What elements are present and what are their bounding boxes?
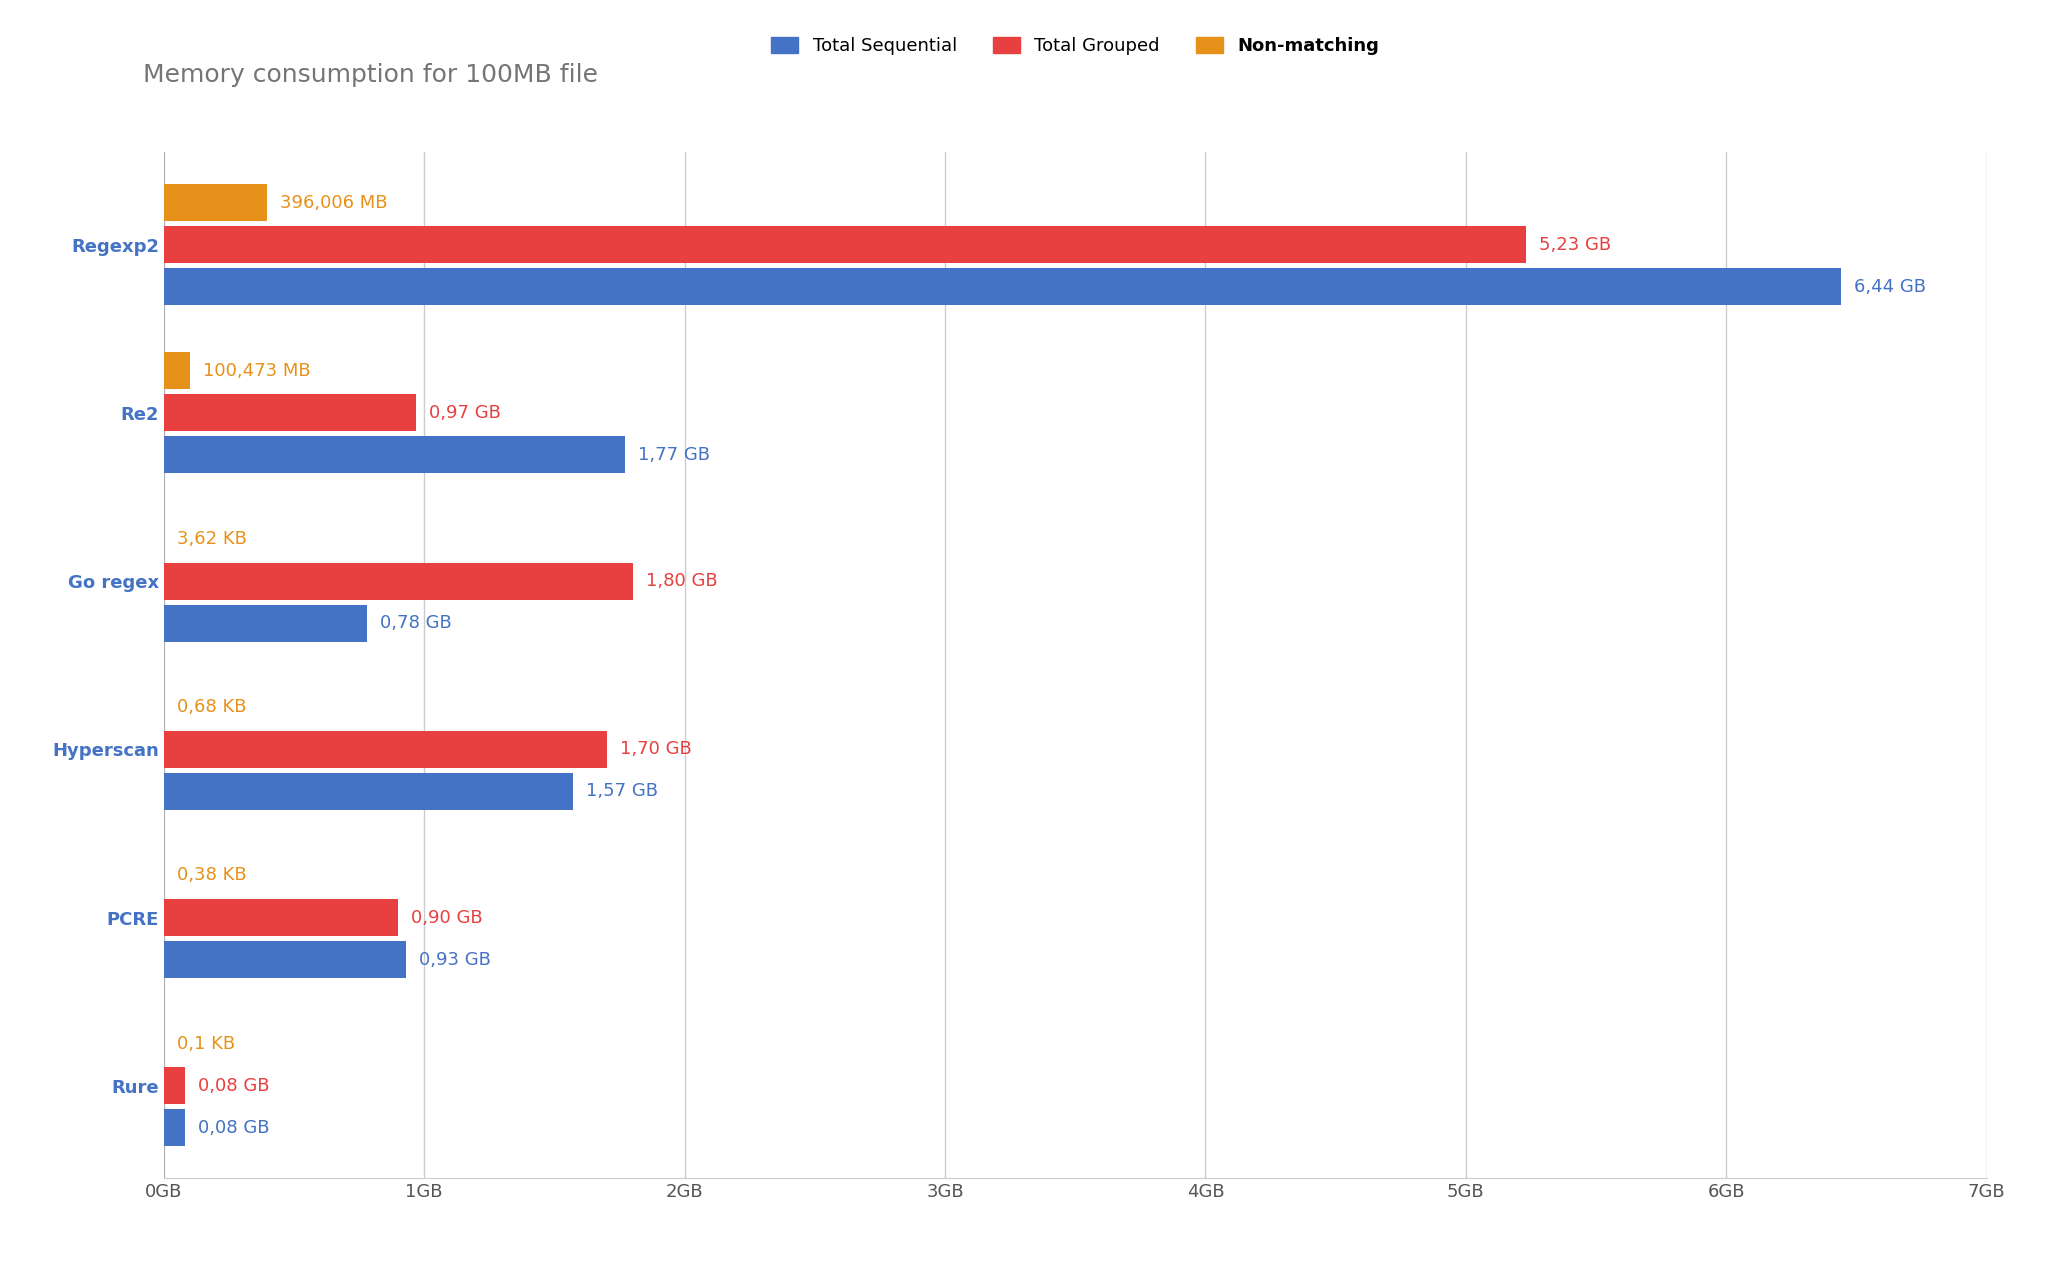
Bar [164, 900, 397, 936]
Text: 5,23 GB: 5,23 GB [1538, 236, 1612, 253]
Text: 0,08 GB: 0,08 GB [199, 1119, 268, 1136]
Text: 1,57 GB: 1,57 GB [586, 782, 657, 801]
Bar [164, 731, 606, 768]
Bar [164, 773, 573, 810]
Bar [164, 352, 190, 389]
Text: 0,08 GB: 0,08 GB [199, 1077, 268, 1095]
Text: 100,473 MB: 100,473 MB [203, 362, 311, 380]
Bar [164, 604, 367, 641]
Text: 0,97 GB: 0,97 GB [430, 404, 502, 422]
Text: 1,70 GB: 1,70 GB [618, 740, 692, 758]
Text: 6,44 GB: 6,44 GB [1853, 277, 1925, 295]
Bar [164, 563, 633, 599]
Text: 0,90 GB: 0,90 GB [412, 908, 483, 926]
Bar [164, 269, 1841, 305]
Bar [164, 1110, 184, 1147]
Text: 1,77 GB: 1,77 GB [637, 446, 711, 464]
Bar [164, 941, 406, 978]
Text: 0,1 KB: 0,1 KB [176, 1035, 236, 1053]
Bar [164, 184, 266, 220]
Bar [164, 394, 416, 431]
Text: Memory consumption for 100MB file: Memory consumption for 100MB file [143, 63, 598, 87]
Legend: Total Sequential, Total Grouped, Non-matching: Total Sequential, Total Grouped, Non-mat… [762, 28, 1389, 63]
Text: 1,80 GB: 1,80 GB [645, 573, 717, 590]
Text: 0,93 GB: 0,93 GB [420, 950, 492, 968]
Text: 396,006 MB: 396,006 MB [281, 194, 387, 212]
Text: 3,62 KB: 3,62 KB [176, 530, 246, 549]
Text: 0,38 KB: 0,38 KB [176, 867, 246, 884]
Bar [164, 226, 1526, 264]
Bar [164, 1067, 184, 1105]
Text: 0,78 GB: 0,78 GB [381, 614, 453, 632]
Bar [164, 436, 625, 474]
Text: 0,68 KB: 0,68 KB [176, 698, 246, 716]
